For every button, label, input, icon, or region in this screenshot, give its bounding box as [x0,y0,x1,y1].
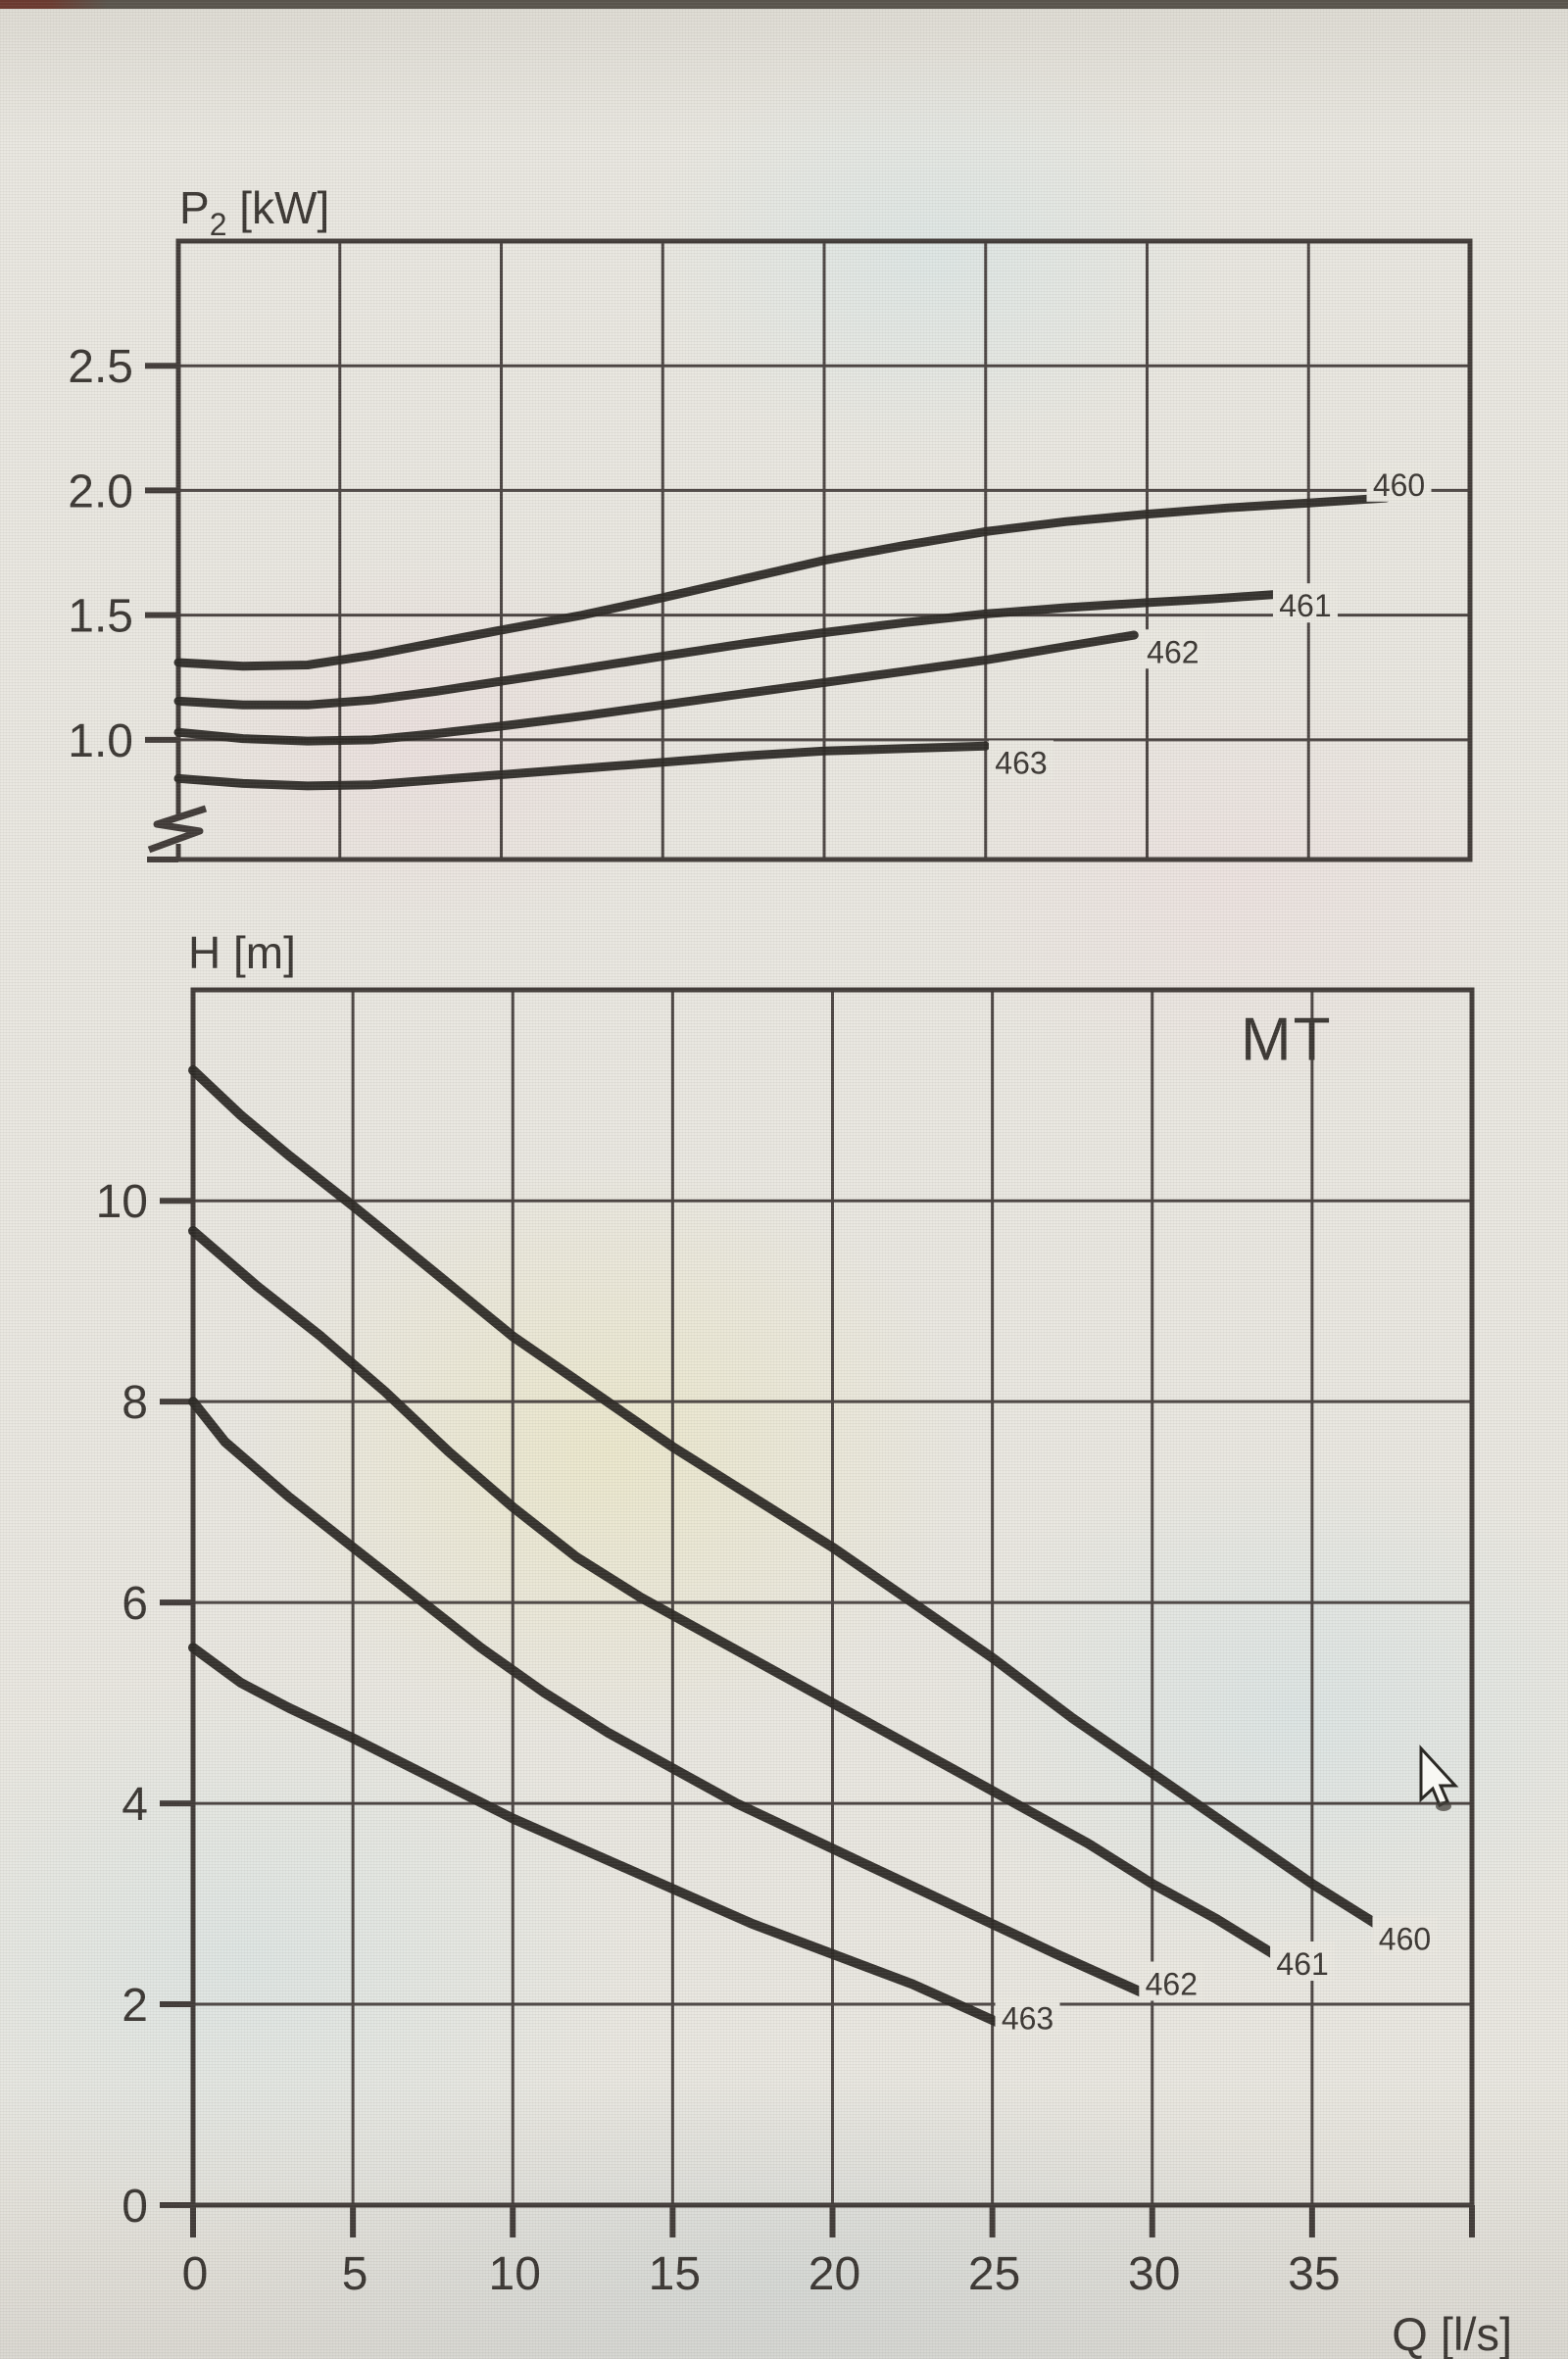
curve-label-460: 460 [1379,1921,1431,1956]
curve-462 [188,1397,1152,1999]
x-tick-label: 10 [489,2248,541,2300]
curve-label-463: 463 [1002,2000,1054,2036]
y-tick-label: 1.0 [68,715,133,767]
chart-title-power-chart: P2 [kW] [179,182,329,242]
curve-label-box [988,740,1054,780]
y-tick-label: 2.5 [68,341,133,393]
y-tick-label: 0 [122,2181,148,2233]
y-tick-label: 4 [122,1779,148,1831]
curve-463 [188,1643,1007,2030]
curve-label-462: 462 [1146,1966,1198,2001]
curve-462 [173,630,1139,746]
curve-460 [173,493,1391,671]
x-tick-label: 35 [1288,2248,1340,2300]
photo-speck [1436,1801,1451,1811]
curve-label-box [1272,583,1338,623]
curve-label-box [1270,1941,1336,1981]
curve-label-box [1372,1916,1438,1956]
y-tick-label: 1.5 [68,591,133,643]
x-axis-title: Q [l/s] [1392,2308,1512,2359]
arrow-pointer-icon [1419,1745,1459,1808]
curve-label-box [995,1995,1060,2036]
curve-label-box [1366,462,1432,502]
curve-label-box [1140,629,1205,669]
x-tick-label: 15 [649,2248,701,2300]
curve-463 [173,741,991,791]
y-tick-label: 2.0 [68,466,133,517]
y-axis-break-icon [147,805,208,854]
curve-label-460: 460 [1373,467,1425,503]
y-tick-label: 8 [122,1377,148,1429]
y-tick-label: 6 [122,1578,148,1630]
curve-label-461: 461 [1279,588,1331,623]
x-tick-label: 25 [968,2248,1020,2300]
y-tick-label: 10 [96,1176,148,1228]
plot-border [175,238,1473,862]
x-tick-label: 5 [342,2248,368,2300]
y-tick-label: 2 [122,1980,148,2032]
chart-title-head-chart: H [m] [188,927,296,978]
x-tick-label: 30 [1128,2248,1180,2300]
power-chart: 2.5 2.0 1.5 1.0 460 461 462 463 P2 [kW] [68,182,1473,862]
curve-label-463: 463 [995,745,1047,780]
annotation-mt: MT [1241,1007,1333,1074]
curve-461 [173,589,1288,710]
x-tick-label: 20 [808,2248,860,2300]
curve-460 [188,1065,1413,1949]
curve-461 [188,1226,1295,1969]
curve-label-462: 462 [1147,634,1199,669]
curve-label-461: 461 [1276,1946,1328,1982]
curve-label-box [1139,1961,1204,2001]
screen-top-edge [0,0,1568,9]
x-tick-label: 0 [182,2248,209,2300]
